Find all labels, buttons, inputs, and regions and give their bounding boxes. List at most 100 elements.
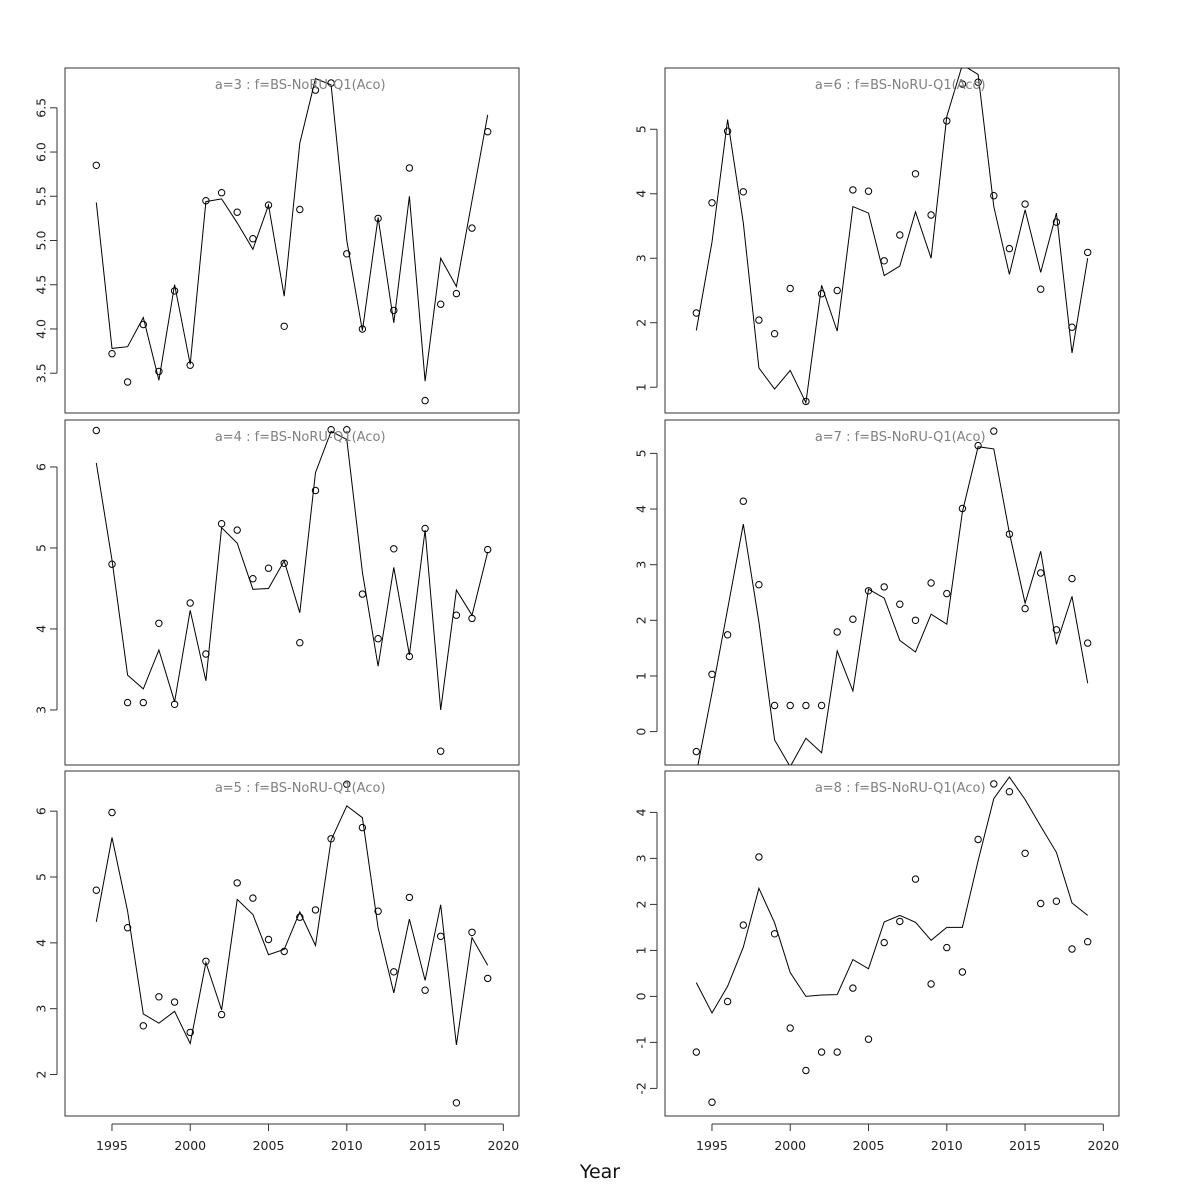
observed-point bbox=[155, 367, 163, 376]
y-tick-label: 5 bbox=[634, 125, 649, 133]
observed-point bbox=[233, 208, 241, 216]
observed-point bbox=[343, 426, 351, 434]
observed-point bbox=[296, 913, 304, 921]
observed-point bbox=[92, 161, 101, 170]
panel-title: a=3 : f=BS-NoRU-Q1(Aco) bbox=[215, 78, 386, 93]
observed-point bbox=[817, 290, 826, 298]
x-tick-label: 2005 bbox=[253, 1138, 285, 1153]
observed-point bbox=[186, 599, 194, 607]
observed-point bbox=[358, 590, 367, 598]
y-tick-label: 1 bbox=[634, 383, 649, 391]
observed-point bbox=[484, 128, 492, 136]
observed-point bbox=[943, 117, 951, 125]
observed-point bbox=[452, 1099, 461, 1107]
observed-point bbox=[468, 224, 476, 232]
observed-point bbox=[786, 284, 794, 293]
observed-point bbox=[692, 309, 700, 317]
observed-point bbox=[155, 619, 163, 627]
observed-point bbox=[170, 287, 179, 295]
observed-point bbox=[468, 614, 476, 623]
observed-point bbox=[280, 322, 288, 330]
observed-point bbox=[296, 205, 304, 214]
observed-point bbox=[770, 330, 779, 338]
observed-point bbox=[974, 78, 982, 86]
fitted-line bbox=[95, 77, 489, 382]
panel-3: 3 4 5 6 a=4 : f=BS-NoRU-Q1(Aco) bbox=[34, 419, 520, 766]
y-tick-label: -1 bbox=[634, 1036, 649, 1048]
observed-point bbox=[1052, 218, 1061, 226]
observed-point bbox=[974, 835, 982, 844]
observed-point bbox=[311, 486, 320, 495]
y-tick-label: 5 bbox=[634, 449, 649, 457]
observed-point bbox=[708, 199, 716, 207]
observed-point bbox=[280, 947, 288, 956]
observed-point bbox=[896, 917, 904, 926]
observed-point bbox=[170, 998, 179, 1006]
panel-6: -2 -1 0 1 2 3 4 1995 2000 2005 2010 2015 2020 a=8 : f… bbox=[634, 770, 1120, 1153]
fitted-line bbox=[695, 68, 1089, 405]
observed-point bbox=[123, 924, 132, 932]
observed-point bbox=[1068, 323, 1076, 331]
y-tick-label: 6.5 bbox=[34, 98, 49, 118]
observed-point bbox=[390, 306, 398, 315]
observed-point bbox=[770, 930, 779, 938]
observed-point bbox=[849, 186, 857, 194]
x-tick-label: 1995 bbox=[696, 1138, 728, 1153]
observed-point bbox=[452, 611, 461, 619]
observed-point bbox=[817, 701, 826, 710]
x-tick-label: 2020 bbox=[1087, 1138, 1119, 1153]
y-tick-label: 1 bbox=[634, 946, 649, 954]
y-tick-label: 3 bbox=[634, 254, 649, 262]
observed-point bbox=[896, 600, 904, 608]
observed-point bbox=[249, 894, 257, 902]
observed-point bbox=[202, 957, 210, 965]
observed-point bbox=[374, 907, 382, 915]
observed-point bbox=[770, 701, 779, 710]
observed-point bbox=[723, 631, 732, 639]
observed-point bbox=[849, 615, 857, 623]
x-tick-label: 2015 bbox=[1009, 1138, 1041, 1153]
plot-area bbox=[692, 68, 1092, 406]
observed-point bbox=[1084, 639, 1092, 647]
observed-point bbox=[327, 79, 335, 87]
y-tick-label: 4 bbox=[634, 505, 649, 513]
x-tick-label: 2010 bbox=[931, 1138, 963, 1153]
observed-point bbox=[92, 886, 101, 894]
y-tick-label: 3 bbox=[34, 1005, 49, 1013]
plot-area bbox=[92, 426, 492, 755]
observed-point bbox=[390, 545, 398, 553]
y-tick-label: 2 bbox=[634, 319, 649, 327]
y-tick-label: 4 bbox=[34, 625, 49, 633]
y-tick-label: 0 bbox=[634, 728, 649, 736]
observed-point bbox=[139, 1022, 148, 1030]
y-tick-label: 6.0 bbox=[34, 142, 49, 162]
y-tick-label: 1 bbox=[634, 672, 649, 680]
observed-point bbox=[1005, 530, 1014, 538]
fitted-line bbox=[95, 430, 489, 710]
x-tick-label: 2020 bbox=[487, 1138, 519, 1153]
observed-point bbox=[139, 698, 148, 707]
y-tick-label: 2 bbox=[634, 900, 649, 908]
observed-point bbox=[1037, 569, 1045, 577]
observed-point bbox=[990, 780, 998, 788]
y-tick-label: 5 bbox=[34, 544, 49, 552]
observed-point bbox=[108, 560, 116, 568]
x-tick-label: 2015 bbox=[409, 1138, 441, 1153]
fitted-line bbox=[95, 805, 489, 1046]
observed-point bbox=[421, 986, 429, 994]
x-tick-label: 2000 bbox=[774, 1138, 806, 1153]
observed-point bbox=[958, 504, 967, 513]
observed-point bbox=[943, 943, 951, 952]
plot-area bbox=[692, 427, 1092, 765]
panel-title: a=6 : f=BS-NoRU-Q1(Aco) bbox=[815, 78, 986, 93]
observed-point bbox=[849, 984, 857, 992]
observed-point bbox=[217, 1010, 226, 1019]
x-tick-label: 2005 bbox=[853, 1138, 885, 1153]
observed-point bbox=[264, 201, 273, 209]
observed-point bbox=[108, 808, 116, 817]
observed-point bbox=[343, 780, 351, 788]
observed-point bbox=[723, 127, 732, 135]
observed-point bbox=[896, 231, 904, 239]
observed-point bbox=[123, 698, 132, 707]
observed-point bbox=[390, 968, 398, 976]
